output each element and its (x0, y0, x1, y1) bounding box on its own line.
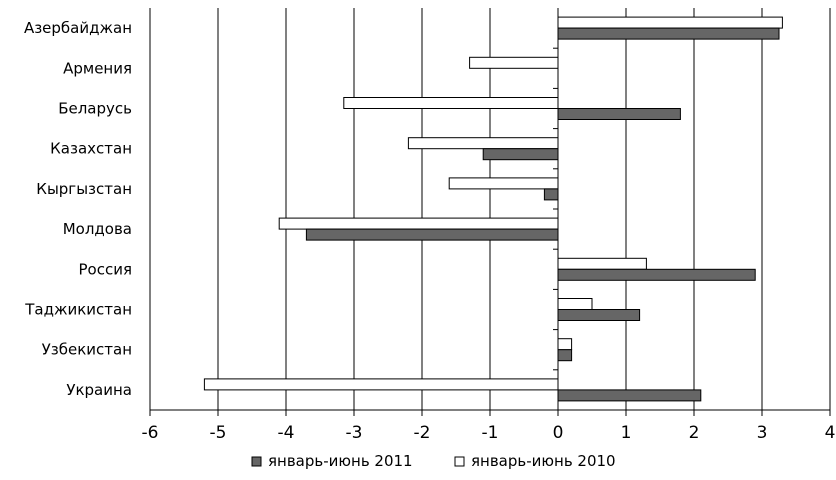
x-tick-label: -3 (346, 423, 363, 443)
legend-swatch (454, 456, 465, 467)
x-tick-label: -2 (414, 423, 431, 443)
category-label: Кыргызстан (36, 180, 132, 198)
bar-2010 (469, 56, 559, 69)
bar-2011 (557, 309, 641, 321)
bar-2011 (557, 27, 780, 40)
bar-2010 (343, 97, 559, 109)
x-tick-labels: -6 -5 -4 -3 -2 -1 0 1 2 3 4 (142, 423, 836, 443)
category-label: Армения (63, 59, 132, 77)
legend-label: январь-июнь 2010 (471, 452, 616, 470)
x-tick-label: 4 (825, 423, 836, 443)
bar-2010 (557, 257, 647, 270)
category-label: Молдова (63, 220, 132, 238)
bar-2011 (482, 148, 559, 161)
category-label: Узбекистан (42, 341, 132, 359)
bar-2010 (448, 177, 559, 190)
x-tick-label: -1 (482, 423, 499, 443)
x-tick-label: 0 (553, 423, 564, 443)
legend: январь-июнь 2011 январь-июнь 2010 (251, 452, 616, 470)
category-label: Азербайджан (24, 19, 132, 37)
category-label: Таджикистан (24, 301, 132, 319)
bar-2010 (278, 217, 559, 230)
x-tick-label: 1 (621, 423, 632, 443)
x-tick-label: -6 (142, 423, 159, 443)
bar-2010 (203, 378, 559, 391)
legend-label: январь-июнь 2011 (268, 452, 413, 470)
bar-2011 (543, 188, 559, 201)
bar-2011 (305, 228, 559, 241)
category-labels: Азербайджан Армения Беларусь Казахстан Кыргы… (24, 19, 132, 399)
axes (149, 8, 831, 416)
category-label: Казахстан (50, 140, 132, 158)
x-tick-label: 2 (689, 423, 700, 443)
category-label: Россия (79, 260, 133, 278)
bars (203, 16, 783, 402)
bar-2011 (557, 389, 702, 402)
x-tick-label: -5 (210, 423, 227, 443)
bar-2011 (557, 268, 756, 281)
x-tick-label: -4 (278, 423, 295, 443)
x-tick-label: 3 (757, 423, 768, 443)
gridlines (149, 8, 831, 410)
bar-2010 (407, 137, 559, 150)
legend-swatch (251, 456, 262, 467)
category-label: Беларусь (58, 100, 132, 118)
bar-2010 (557, 16, 783, 29)
bar-2010 (557, 298, 593, 310)
bar-2011 (557, 349, 573, 362)
bar-2010 (557, 338, 573, 351)
category-label: Украина (66, 381, 132, 399)
bar-2011 (557, 108, 681, 120)
